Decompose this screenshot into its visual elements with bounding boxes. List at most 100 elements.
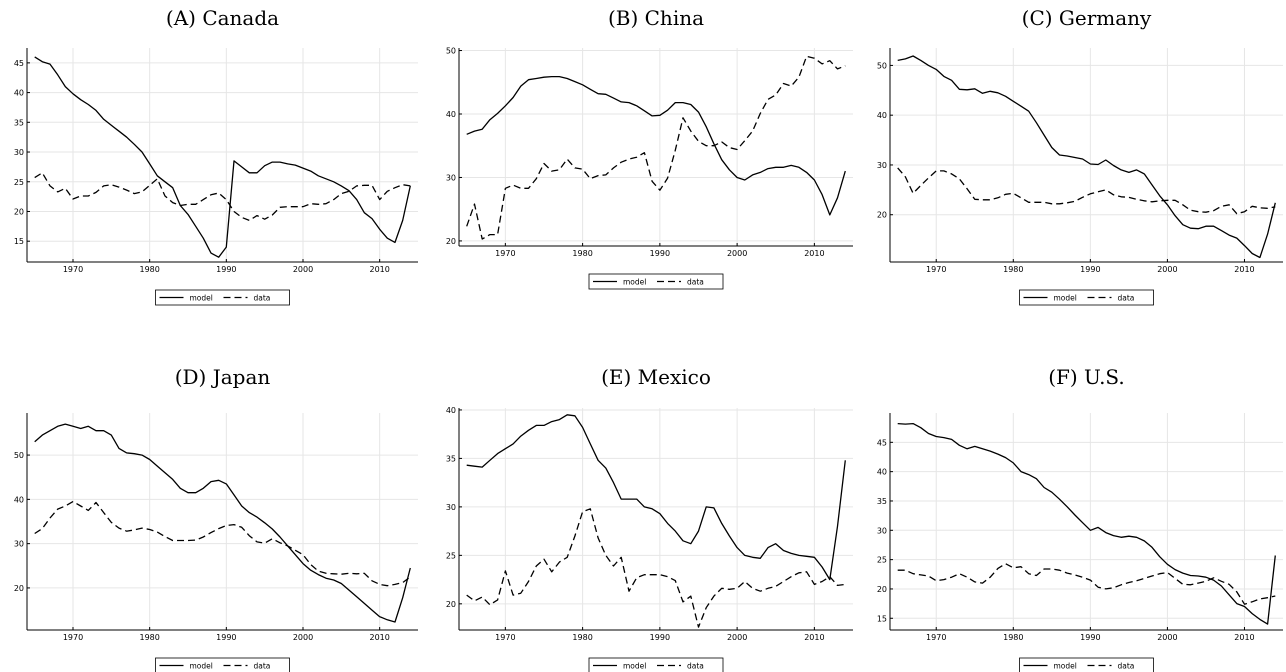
y-tick-label: 30 bbox=[14, 148, 24, 157]
y-tick-label: 15 bbox=[877, 614, 887, 623]
series-line-data bbox=[34, 500, 411, 587]
chart-panel-5: (F) U.S. 1970 1980 1990 2000 2010 15 20 25 30 35 40… bbox=[877, 365, 1283, 672]
x-tick-label: 2000 bbox=[1157, 265, 1177, 274]
y-tick-label: 50 bbox=[14, 451, 24, 460]
legend-label-data: data bbox=[254, 662, 271, 671]
y-tick-label: 20 bbox=[446, 237, 456, 246]
x-tick-label: 1990 bbox=[1080, 265, 1100, 274]
chart-title: (D) Japan bbox=[175, 365, 271, 389]
x-tick-label: 1970 bbox=[495, 249, 515, 258]
legend: model data bbox=[155, 289, 290, 306]
chart-panel-4: (E) Mexico 1970 1980 1990 2000 2010 20 25 30 35 40… bbox=[446, 365, 853, 672]
y-tick-label: 35 bbox=[446, 454, 456, 463]
chart-title: (E) Mexico bbox=[601, 365, 711, 389]
x-tick-label: 1990 bbox=[650, 633, 670, 642]
chart-panel-1: (B) China 1970 1980 1990 2000 2010 20 30 40 50 mod… bbox=[446, 6, 853, 290]
series-line-model bbox=[897, 422, 1276, 625]
chart-panel-3: (D) Japan 1970 1980 1990 2000 2010 20 30 40 50 mod… bbox=[14, 365, 418, 672]
legend-box bbox=[1019, 657, 1154, 672]
y-tick-label: 25 bbox=[877, 556, 887, 565]
y-tick-label: 40 bbox=[446, 110, 456, 119]
y-tick-label: 20 bbox=[877, 211, 887, 220]
legend-label-model: model bbox=[190, 662, 213, 671]
legend-label-data: data bbox=[1118, 662, 1135, 671]
series-line-data bbox=[897, 563, 1276, 605]
y-tick-label: 20 bbox=[877, 585, 887, 594]
x-tick-label: 1970 bbox=[63, 633, 83, 642]
series-line-model bbox=[34, 423, 411, 623]
y-tick-label: 50 bbox=[877, 61, 887, 70]
series-line-model bbox=[34, 56, 411, 258]
x-tick-label: 2010 bbox=[1234, 265, 1254, 274]
y-tick-label: 40 bbox=[446, 406, 456, 415]
x-tick-label: 1980 bbox=[139, 265, 159, 274]
x-tick-label: 2010 bbox=[804, 249, 824, 258]
legend-label-data: data bbox=[687, 662, 704, 671]
chart-title: (F) U.S. bbox=[1048, 365, 1125, 389]
y-tick-label: 20 bbox=[14, 207, 24, 216]
chart-panel-2: (C) Germany 1970 1980 1990 2000 2010 20 30 40 50 m… bbox=[877, 6, 1283, 306]
legend: model data bbox=[155, 657, 290, 672]
y-tick-label: 35 bbox=[877, 497, 887, 506]
x-tick-label: 2000 bbox=[727, 633, 747, 642]
y-tick-label: 40 bbox=[14, 89, 24, 98]
y-tick-label: 30 bbox=[446, 173, 456, 182]
legend-box bbox=[1019, 289, 1154, 306]
x-tick-label: 1980 bbox=[572, 633, 592, 642]
series-line-model bbox=[466, 75, 846, 216]
legend-box bbox=[588, 273, 724, 290]
x-tick-label: 1990 bbox=[216, 633, 236, 642]
x-tick-label: 2010 bbox=[1234, 633, 1254, 642]
x-tick-label: 1970 bbox=[63, 265, 83, 274]
chart-title: (C) Germany bbox=[1022, 6, 1152, 30]
x-tick-label: 1990 bbox=[1080, 633, 1100, 642]
x-tick-label: 1970 bbox=[926, 265, 946, 274]
series-line-model bbox=[897, 55, 1276, 259]
legend: model data bbox=[1019, 289, 1154, 306]
series-line-data bbox=[466, 55, 846, 240]
legend: model data bbox=[1019, 657, 1154, 672]
series-line-data bbox=[466, 508, 846, 628]
legend: model data bbox=[588, 273, 724, 290]
legend-label-model: model bbox=[623, 278, 646, 287]
series-line-data bbox=[897, 167, 1276, 215]
y-tick-label: 30 bbox=[877, 526, 887, 535]
series-line-model bbox=[466, 414, 846, 581]
x-tick-label: 2010 bbox=[369, 265, 389, 274]
x-tick-label: 2000 bbox=[293, 633, 313, 642]
y-tick-label: 45 bbox=[877, 438, 887, 447]
legend-label-model: model bbox=[623, 662, 646, 671]
legend-box bbox=[155, 289, 290, 306]
x-tick-label: 2000 bbox=[293, 265, 313, 274]
y-tick-label: 30 bbox=[446, 503, 456, 512]
chart-panel-0: (A) Canada 1970 1980 1990 2000 2010 15 20 25 30 35… bbox=[14, 6, 418, 306]
legend-label-data: data bbox=[1118, 294, 1135, 303]
x-tick-label: 1980 bbox=[572, 249, 592, 258]
legend-label-data: data bbox=[254, 294, 271, 303]
y-tick-label: 50 bbox=[446, 47, 456, 56]
chart-title: (A) Canada bbox=[166, 6, 279, 30]
y-tick-label: 20 bbox=[446, 600, 456, 609]
x-tick-label: 2000 bbox=[727, 249, 747, 258]
x-tick-label: 1990 bbox=[650, 249, 670, 258]
legend-label-model: model bbox=[1054, 662, 1077, 671]
legend-label-data: data bbox=[687, 278, 704, 287]
y-tick-label: 45 bbox=[14, 59, 24, 68]
y-tick-label: 20 bbox=[14, 584, 24, 593]
legend-label-model: model bbox=[190, 294, 213, 303]
y-tick-label: 40 bbox=[877, 468, 887, 477]
x-tick-label: 1970 bbox=[926, 633, 946, 642]
x-tick-label: 1980 bbox=[1003, 633, 1023, 642]
y-tick-label: 30 bbox=[877, 161, 887, 170]
x-tick-label: 1980 bbox=[1003, 265, 1023, 274]
legend-label-model: model bbox=[1054, 294, 1077, 303]
x-tick-label: 2000 bbox=[1157, 633, 1177, 642]
y-tick-label: 25 bbox=[14, 178, 24, 187]
y-tick-label: 35 bbox=[14, 118, 24, 127]
chart-title: (B) China bbox=[608, 6, 704, 30]
x-tick-label: 1990 bbox=[216, 265, 236, 274]
y-tick-label: 30 bbox=[14, 540, 24, 549]
series-line-data bbox=[34, 172, 411, 222]
x-tick-label: 1970 bbox=[495, 633, 515, 642]
legend: model data bbox=[588, 657, 724, 672]
